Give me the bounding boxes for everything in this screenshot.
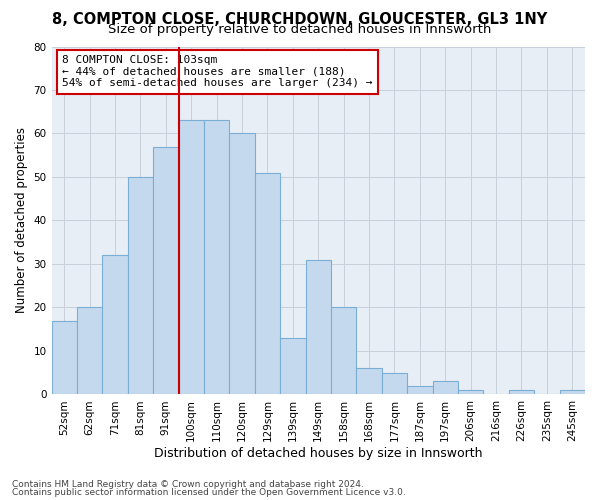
Bar [255, 172, 280, 394]
Bar [382, 372, 407, 394]
Bar [560, 390, 585, 394]
Bar [153, 146, 179, 394]
Bar [204, 120, 229, 394]
Bar [509, 390, 534, 394]
Bar [407, 386, 433, 394]
Bar [179, 120, 204, 394]
Bar [128, 177, 153, 394]
Bar [77, 308, 103, 394]
Bar [356, 368, 382, 394]
Bar [331, 308, 356, 394]
Text: 8 COMPTON CLOSE: 103sqm
← 44% of detached houses are smaller (188)
54% of semi-d: 8 COMPTON CLOSE: 103sqm ← 44% of detache… [62, 55, 373, 88]
Bar [433, 382, 458, 394]
X-axis label: Distribution of detached houses by size in Innsworth: Distribution of detached houses by size … [154, 447, 482, 460]
Bar [458, 390, 484, 394]
Text: Contains HM Land Registry data © Crown copyright and database right 2024.: Contains HM Land Registry data © Crown c… [12, 480, 364, 489]
Text: 8, COMPTON CLOSE, CHURCHDOWN, GLOUCESTER, GL3 1NY: 8, COMPTON CLOSE, CHURCHDOWN, GLOUCESTER… [52, 12, 548, 28]
Bar [103, 256, 128, 394]
Y-axis label: Number of detached properties: Number of detached properties [15, 128, 28, 314]
Bar [229, 134, 255, 394]
Text: Size of property relative to detached houses in Innsworth: Size of property relative to detached ho… [109, 24, 491, 36]
Bar [280, 338, 305, 394]
Text: Contains public sector information licensed under the Open Government Licence v3: Contains public sector information licen… [12, 488, 406, 497]
Bar [52, 320, 77, 394]
Bar [305, 260, 331, 394]
